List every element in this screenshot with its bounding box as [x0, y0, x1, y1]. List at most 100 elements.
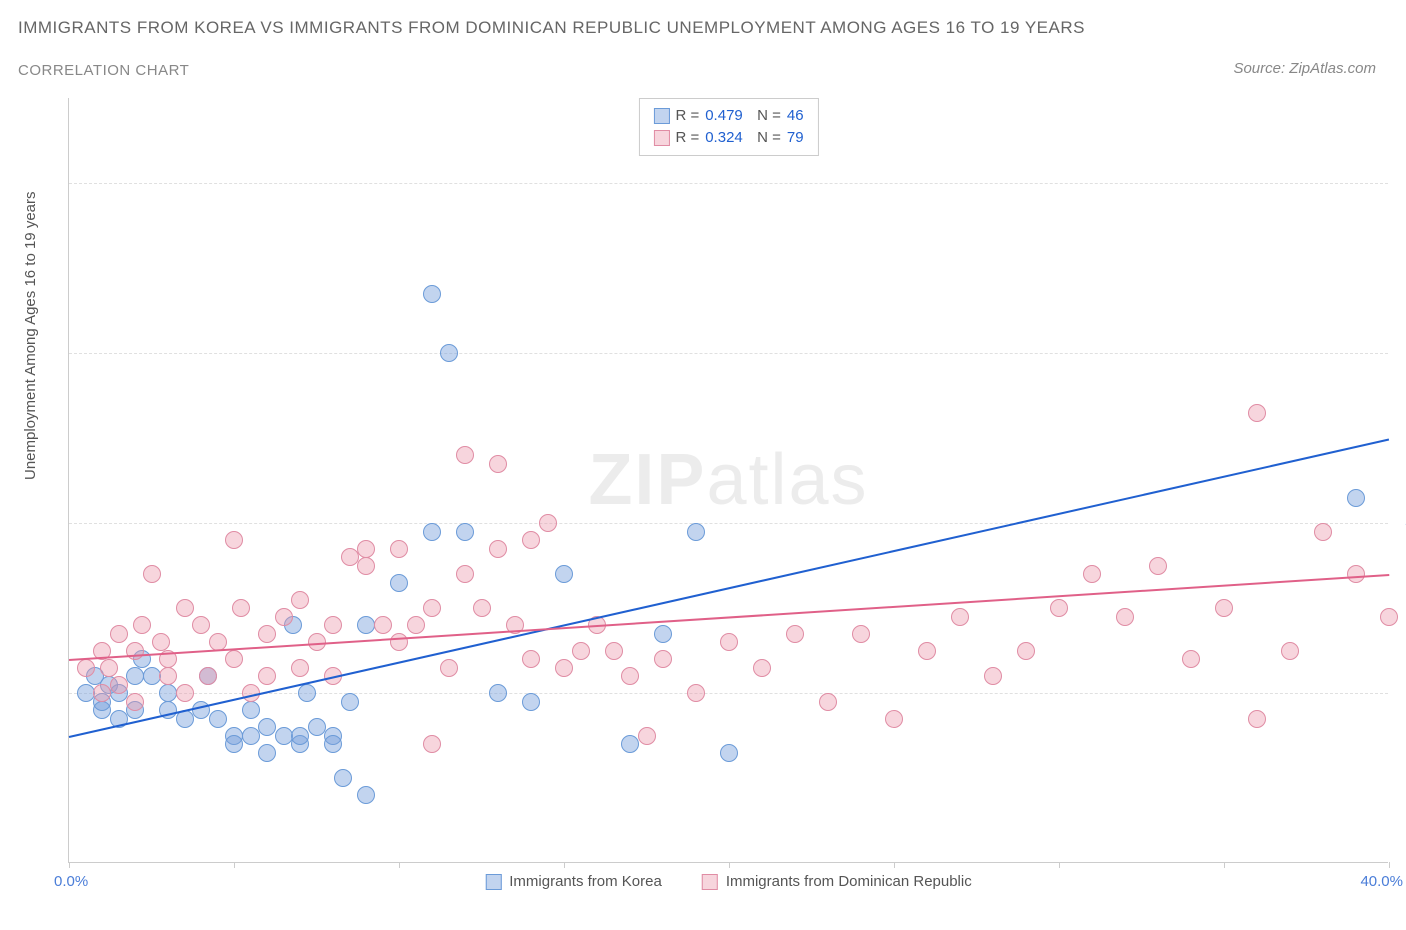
data-point: [605, 642, 623, 660]
legend-series-name: Immigrants from Korea: [509, 873, 662, 890]
data-point: [225, 650, 243, 668]
data-point: [423, 735, 441, 753]
x-tick: [729, 862, 730, 868]
data-point: [152, 633, 170, 651]
data-point: [291, 727, 309, 745]
data-point: [1116, 608, 1134, 626]
data-point: [126, 693, 144, 711]
legend-item: Immigrants from Dominican Republic: [702, 873, 972, 890]
data-point: [291, 591, 309, 609]
data-point: [390, 574, 408, 592]
gridline: [69, 353, 1388, 354]
data-point: [159, 684, 177, 702]
y-tick-label: 60.0%: [1393, 345, 1406, 362]
data-point: [786, 625, 804, 643]
data-point: [423, 285, 441, 303]
legend-n-label: N =: [749, 127, 781, 149]
data-point: [522, 531, 540, 549]
data-point: [753, 659, 771, 677]
data-point: [852, 625, 870, 643]
data-point: [1215, 599, 1233, 617]
data-point: [258, 667, 276, 685]
data-point: [522, 650, 540, 668]
data-point: [390, 540, 408, 558]
data-point: [232, 599, 250, 617]
data-point: [1281, 642, 1299, 660]
data-point: [1149, 557, 1167, 575]
data-point: [357, 616, 375, 634]
data-point: [572, 642, 590, 660]
chart-title: IMMIGRANTS FROM KOREA VS IMMIGRANTS FROM…: [18, 18, 1085, 38]
data-point: [143, 565, 161, 583]
data-point: [555, 565, 573, 583]
data-point: [374, 616, 392, 634]
x-tick: [1059, 862, 1060, 868]
series-legend: Immigrants from Korea Immigrants from Dom…: [485, 873, 971, 890]
data-point: [324, 616, 342, 634]
data-point: [357, 540, 375, 558]
x-tick: [1224, 862, 1225, 868]
data-point: [225, 735, 243, 753]
data-point: [440, 344, 458, 362]
data-point: [951, 608, 969, 626]
data-point: [687, 684, 705, 702]
data-point: [324, 735, 342, 753]
x-tick: [564, 862, 565, 868]
data-point: [258, 718, 276, 736]
data-point: [539, 514, 557, 532]
data-point: [489, 540, 507, 558]
data-point: [275, 727, 293, 745]
data-point: [192, 616, 210, 634]
data-point: [654, 650, 672, 668]
data-point: [440, 659, 458, 677]
y-tick-label: 40.0%: [1393, 515, 1406, 532]
data-point: [423, 523, 441, 541]
data-point: [159, 667, 177, 685]
x-tick: [69, 862, 70, 868]
data-point: [1050, 599, 1068, 617]
data-point: [291, 659, 309, 677]
data-point: [143, 667, 161, 685]
x-axis-max-label: 40.0%: [1360, 873, 1403, 890]
data-point: [199, 667, 217, 685]
y-tick-label: 20.0%: [1393, 685, 1406, 702]
legend-swatch: [653, 130, 669, 146]
data-point: [456, 523, 474, 541]
gridline: [69, 523, 1388, 524]
data-point: [176, 599, 194, 617]
x-tick: [399, 862, 400, 868]
data-point: [1314, 523, 1332, 541]
data-point: [242, 701, 260, 719]
legend-row: R = 0.324 N = 79: [653, 127, 803, 149]
chart-source: Source: ZipAtlas.com: [1233, 60, 1376, 77]
legend-swatch: [653, 108, 669, 124]
data-point: [209, 710, 227, 728]
data-point: [984, 667, 1002, 685]
data-point: [242, 727, 260, 745]
data-point: [1248, 404, 1266, 422]
x-tick: [1389, 862, 1390, 868]
data-point: [720, 744, 738, 762]
data-point: [308, 718, 326, 736]
watermark: ZIPatlas: [588, 439, 868, 521]
legend-n-label: N =: [749, 105, 781, 127]
legend-series-name: Immigrants from Dominican Republic: [726, 873, 972, 890]
legend-n-value: 79: [787, 127, 804, 149]
data-point: [357, 557, 375, 575]
watermark-bold: ZIP: [588, 440, 706, 520]
legend-r-label: R =: [675, 105, 699, 127]
x-tick: [234, 862, 235, 868]
data-point: [341, 693, 359, 711]
data-point: [110, 625, 128, 643]
legend-swatch: [485, 874, 501, 890]
legend-item: Immigrants from Korea: [485, 873, 662, 890]
data-point: [390, 633, 408, 651]
data-point: [654, 625, 672, 643]
data-point: [298, 684, 316, 702]
legend-r-value: 0.479: [705, 105, 743, 127]
data-point: [489, 455, 507, 473]
legend-row: R = 0.479 N = 46: [653, 105, 803, 127]
y-axis-label: Unemployment Among Ages 16 to 19 years: [22, 191, 39, 480]
data-point: [258, 625, 276, 643]
data-point: [1182, 650, 1200, 668]
